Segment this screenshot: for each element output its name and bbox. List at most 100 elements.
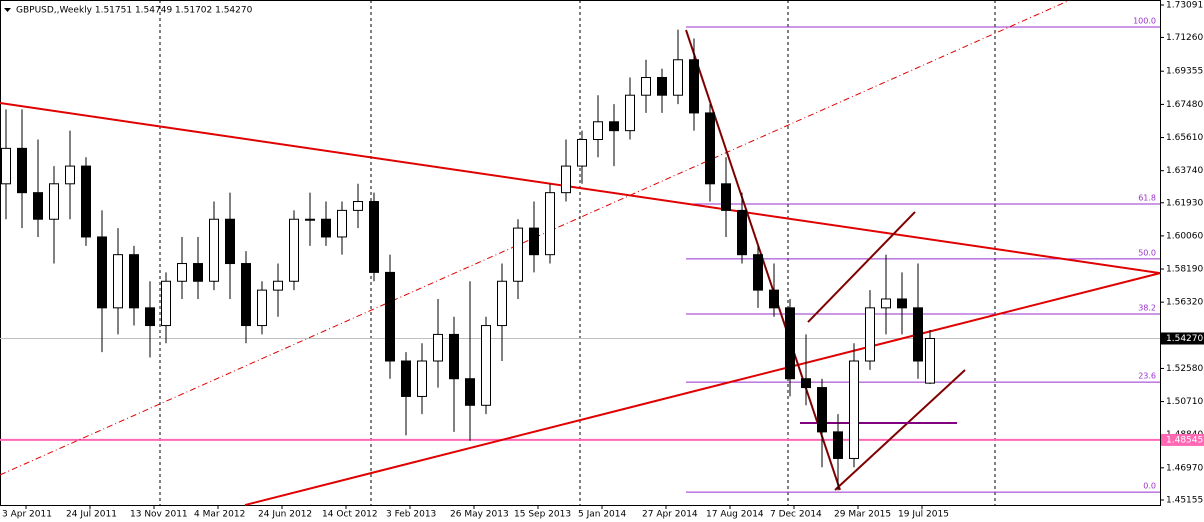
candle-body [849, 360, 859, 459]
candle-body [833, 431, 843, 459]
candle-body [593, 121, 603, 141]
fibo-label: 50.0 [1138, 248, 1156, 257]
x-tick-label: 24 Jun 2012 [258, 510, 312, 520]
plot-frame [0, 0, 1161, 506]
y-tick-label: 1.45155 [1166, 496, 1203, 506]
candle-body [33, 192, 43, 220]
y-tick-label: 1.58190 [1166, 265, 1203, 275]
candle-body [385, 271, 395, 362]
price-label: 1.48545 [1166, 435, 1203, 445]
candle-body [817, 387, 827, 433]
candle-body [257, 289, 267, 327]
candle-body [609, 121, 619, 132]
y-tick-label: 1.50710 [1166, 397, 1203, 407]
period-separators [159, 0, 996, 505]
candle-body [529, 227, 539, 256]
y-tick-label: 1.46970 [1166, 463, 1203, 473]
candle-body [865, 307, 875, 362]
candle-body [785, 307, 795, 380]
candle-body [1, 147, 11, 185]
candle-body [913, 307, 923, 362]
y-tick-label: 1.61930 [1166, 198, 1203, 208]
candle-body [925, 337, 935, 384]
candle-body [289, 218, 299, 282]
candle-body [241, 263, 251, 327]
candle-body [177, 263, 187, 282]
candle-body [561, 165, 571, 194]
candle-body [801, 378, 811, 389]
trendline [834, 369, 966, 491]
candle-body [305, 218, 315, 221]
candle-body [625, 94, 635, 132]
candle-body [481, 325, 491, 406]
candle-body [49, 183, 59, 220]
y-tick-label: 1.67480 [1166, 100, 1203, 110]
candle-body [401, 360, 411, 397]
fibo-label: 61.8 [1138, 194, 1156, 203]
candle-body [129, 254, 139, 309]
y-tick-label: 1.73091 [1166, 0, 1203, 10]
candle-body [513, 227, 523, 282]
candle-body [369, 201, 379, 273]
x-tick-label: 27 Apr 2014 [642, 510, 698, 520]
candle-body [225, 218, 235, 265]
trendline [0, 102, 1161, 275]
fibo-label: 0.0 [1143, 482, 1156, 491]
price-label-box [1161, 332, 1204, 345]
candle-body [145, 307, 155, 327]
y-tick-label: 1.71260 [1166, 33, 1203, 43]
candle-body [769, 289, 779, 309]
x-tick-label: 26 May 2013 [450, 510, 509, 520]
y-tick-label: 1.56320 [1166, 298, 1203, 308]
candle-body [737, 209, 747, 256]
candle-body [17, 147, 27, 194]
x-tick-label: 29 Mar 2015 [834, 510, 891, 520]
candle-body [417, 360, 427, 397]
fibo-label: 23.6 [1138, 372, 1156, 381]
candle-body [273, 280, 283, 291]
candle-body [97, 236, 107, 309]
x-tick-label: 19 Jul 2015 [898, 510, 949, 520]
price-label-box [1161, 433, 1204, 446]
candle-body [721, 183, 731, 211]
candle-body [465, 378, 475, 406]
candle-body [81, 165, 91, 238]
candle-body [897, 298, 907, 309]
x-tick-label: 17 Aug 2014 [706, 510, 764, 520]
candle-body [449, 333, 459, 380]
candle-body [209, 218, 219, 282]
candle-body [433, 333, 443, 362]
candle-body [65, 165, 75, 185]
x-tick-label: 13 Nov 2011 [130, 510, 188, 520]
y-tick-label: 1.63740 [1166, 166, 1203, 176]
candle-body [673, 59, 683, 96]
y-tick-label: 1.65610 [1166, 133, 1203, 143]
x-tick-label: 15 Sep 2013 [514, 510, 571, 520]
candle-body [641, 76, 651, 96]
candle-body [689, 59, 699, 114]
candle-body [545, 192, 555, 256]
y-tick-label: 1.60060 [1166, 231, 1203, 241]
x-tick-label: 3 Feb 2013 [386, 510, 436, 520]
x-tick-label: 4 Mar 2012 [194, 510, 245, 520]
price-label: 1.54270 [1166, 334, 1203, 344]
fibo-label: 38.2 [1138, 304, 1156, 313]
candle-body [497, 280, 507, 327]
candle-body [657, 76, 667, 96]
candle-body [321, 218, 331, 238]
candle-body [193, 263, 203, 282]
x-tick-label: 24 Jul 2011 [66, 510, 117, 520]
candle-body [161, 280, 171, 327]
candle-body [353, 201, 363, 211]
menu-arrow[interactable] [4, 8, 11, 12]
chart-title: GBPUSD,,Weekly 1.51751 1.54749 1.51702 1… [16, 6, 253, 16]
candle-body [577, 139, 587, 167]
x-tick-label: 14 Oct 2012 [322, 510, 378, 520]
candle-body [881, 298, 891, 309]
trendline [244, 272, 1161, 507]
x-tick-label: 3 Apr 2011 [2, 510, 52, 520]
y-tick-label: 1.69355 [1166, 67, 1203, 77]
x-tick-label: 7 Dec 2014 [770, 510, 822, 520]
candle-body [753, 254, 763, 291]
